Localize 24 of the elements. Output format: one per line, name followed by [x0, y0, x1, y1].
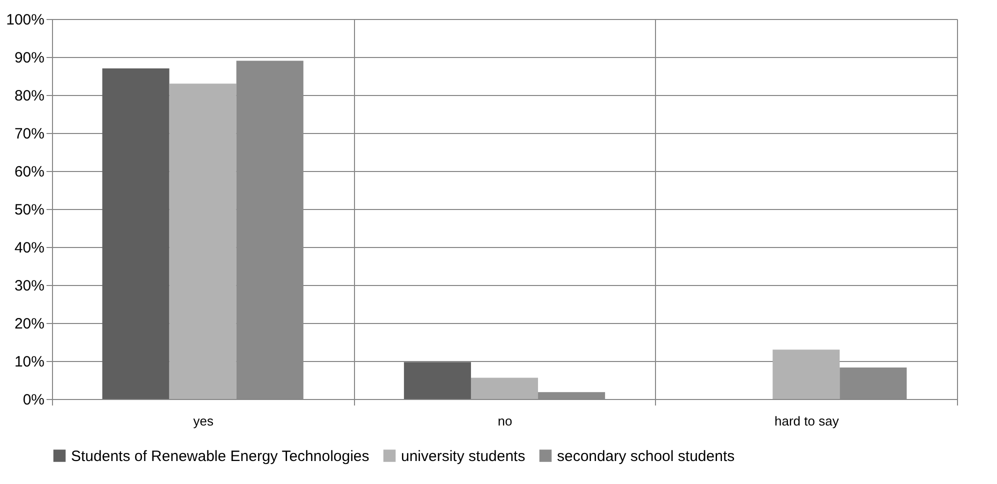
y-tick-label: 80%: [14, 88, 44, 104]
bar: [772, 350, 840, 399]
x-tick-label: yes: [193, 414, 214, 428]
legend-label: university students: [401, 448, 526, 465]
y-tick-label: 0%: [22, 392, 44, 408]
y-tick-label: 30%: [14, 278, 44, 294]
y-tick-label: 100%: [6, 12, 44, 28]
bar: [169, 84, 236, 399]
legend-label: secondary school students: [557, 448, 735, 465]
y-tick-label: 60%: [14, 164, 44, 180]
y-tick-label: 40%: [14, 240, 44, 256]
bar: [102, 68, 170, 399]
bar: [840, 367, 907, 399]
y-tick-label: 10%: [14, 354, 44, 370]
y-tick-label: 20%: [14, 316, 44, 332]
y-tick-label: 70%: [14, 126, 44, 142]
x-tick-label: no: [498, 414, 512, 428]
bar: [538, 392, 606, 399]
legend-label: Students of Renewable Energy Technologies: [71, 448, 370, 465]
x-tick-label: hard to say: [774, 414, 840, 428]
bar: [470, 378, 538, 399]
y-tick-label: 50%: [14, 202, 44, 218]
y-tick-label: 90%: [14, 50, 44, 66]
bar: [404, 362, 471, 399]
